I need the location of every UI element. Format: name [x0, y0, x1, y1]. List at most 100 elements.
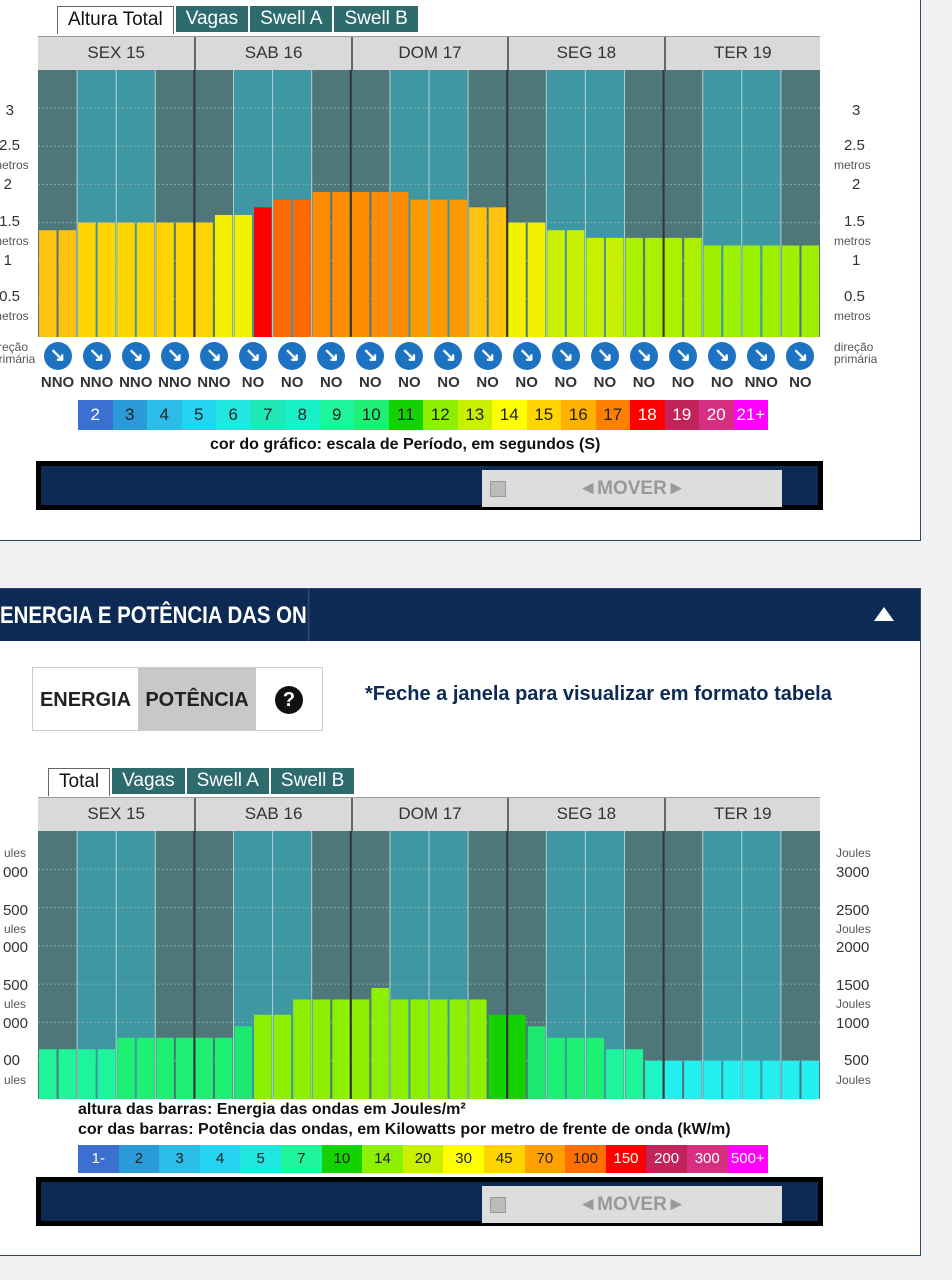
direction-text: NO: [280, 374, 304, 391]
direction-text: NO: [437, 374, 460, 391]
tab-swell-b[interactable]: Swell B: [270, 768, 355, 794]
tab-vagas[interactable]: Vagas: [112, 768, 185, 794]
tab-swell-a[interactable]: Swell A: [186, 768, 269, 794]
legend-swatch: 8: [285, 400, 320, 430]
y-tick-left: 2: [3, 176, 12, 193]
bar: [449, 199, 468, 337]
energia-button[interactable]: ENERGIA: [39, 689, 132, 711]
direction-cell: ↘ NO: [585, 342, 624, 391]
wave-height-panel: Altura Total Vagas Swell A Swell B SEX 1…: [0, 0, 921, 541]
legend-swatch: 70: [524, 1145, 566, 1173]
y-tick-left: 00: [3, 1052, 20, 1069]
direction-arrow-icon: ↘: [317, 342, 346, 370]
slider-handle[interactable]: ◄MOVER►: [482, 1186, 782, 1223]
direction-text: NO: [671, 374, 695, 391]
y-tick-right: 2.5: [844, 137, 865, 154]
bar: [684, 1060, 702, 1099]
legend-swatch: 10: [354, 400, 389, 430]
legend-swatch: 150: [605, 1145, 647, 1173]
help-button[interactable]: ?: [256, 668, 322, 730]
y-tick-left: 000: [2, 864, 28, 881]
legend-swatch: 14: [492, 400, 527, 430]
bar: [645, 1060, 663, 1099]
direction-text: NO: [476, 374, 499, 391]
bar: [58, 230, 77, 337]
legend-swatch: 5: [240, 1145, 281, 1173]
day-label: DOM 17: [350, 798, 507, 832]
day-label: SEG 18: [507, 37, 663, 71]
tab-total[interactable]: Total: [48, 768, 111, 796]
energy-power-toggle: ENERGIA POTÊNCIA ?: [32, 667, 323, 731]
legend-swatch: 18: [630, 400, 665, 430]
bar: [566, 1037, 585, 1099]
y-tick-right: 1500: [836, 977, 870, 994]
direction-cell: ↘ NNO: [38, 342, 77, 391]
bar: [664, 1060, 683, 1099]
bar: [645, 237, 663, 337]
time-band: [741, 831, 782, 1099]
bar: [117, 222, 135, 337]
direction-text: NO: [359, 374, 382, 391]
tab-vagas[interactable]: Vagas: [175, 6, 249, 32]
bar: [781, 245, 800, 337]
direction-text: NNO: [79, 374, 114, 391]
y-tick-right: 2500: [836, 902, 870, 919]
bar: [527, 1026, 546, 1099]
direction-text: NNO: [197, 374, 231, 391]
y-tick-right: 2000: [836, 939, 870, 956]
tab-swell-a[interactable]: Swell A: [250, 6, 333, 32]
y-unit-left: metros: [0, 234, 29, 248]
legend-swatch: 5: [181, 400, 216, 430]
bar: [97, 1049, 116, 1099]
direction-label-left: ireção primária: [0, 340, 36, 366]
bar: [742, 1060, 761, 1099]
direction-cell: ↘ NO: [507, 342, 546, 391]
legend-swatch: 45: [483, 1145, 525, 1173]
slider-handle[interactable]: ◄MOVER►: [482, 470, 782, 507]
direction-text: NO: [398, 374, 421, 391]
bar: [97, 222, 116, 337]
y-unit-right: Joules: [836, 997, 871, 1011]
direction-arrow-icon: ↘: [160, 342, 189, 370]
potencia-button[interactable]: POTÊNCIA: [138, 668, 256, 730]
legend-swatch: 6: [216, 400, 251, 430]
wave-energy-plot: [38, 831, 820, 1099]
tab-swell-b[interactable]: Swell B: [334, 6, 418, 32]
bar: [136, 222, 155, 337]
bar: [58, 1049, 77, 1099]
legend-swatch: 21+: [733, 400, 768, 430]
legend-swatch: 19: [664, 400, 699, 430]
section-header: ENERGIA E POTÊNCIA DAS ONDAS: [0, 589, 920, 641]
collapse-arrow-icon[interactable]: [874, 607, 894, 621]
legend-swatch: 17: [595, 400, 630, 430]
direction-arrow-icon: ↘: [199, 342, 228, 370]
bar: [547, 230, 565, 337]
time-band: [702, 831, 743, 1099]
y-unit-left: metros: [0, 158, 29, 172]
time-band: [663, 831, 704, 1099]
slider-track: ◄MOVER►: [41, 1182, 818, 1223]
chart-scroll-slider[interactable]: ◄MOVER►: [36, 1177, 823, 1226]
y-unit-left: metros: [0, 309, 29, 323]
direction-arrow-icon: ↘: [512, 342, 541, 370]
direction-text: NNO: [40, 374, 75, 391]
legend-swatch: 16: [561, 400, 596, 430]
bar: [781, 1060, 800, 1099]
direction-cell: ↘ NNO: [155, 342, 194, 391]
legend-swatch: 4: [147, 400, 182, 430]
chart-scroll-slider[interactable]: ◄MOVER►: [36, 461, 823, 510]
help-icon: ?: [275, 686, 303, 714]
legend-swatch: 20: [402, 1145, 444, 1173]
legend-swatch: 11: [388, 400, 423, 430]
y-tick-left: 0.5: [0, 288, 20, 305]
direction-arrow-icon: ↘: [473, 342, 502, 370]
y-tick-left: 1.5: [0, 213, 20, 230]
bar: [469, 999, 487, 1099]
bar: [78, 222, 96, 337]
legend-swatch: 15: [526, 400, 561, 430]
y-unit-right: metros: [834, 309, 871, 323]
bar: [312, 999, 331, 1099]
day-label: TER 19: [663, 37, 820, 71]
bar: [39, 230, 57, 337]
tab-altura-total[interactable]: Altura Total: [57, 6, 174, 34]
